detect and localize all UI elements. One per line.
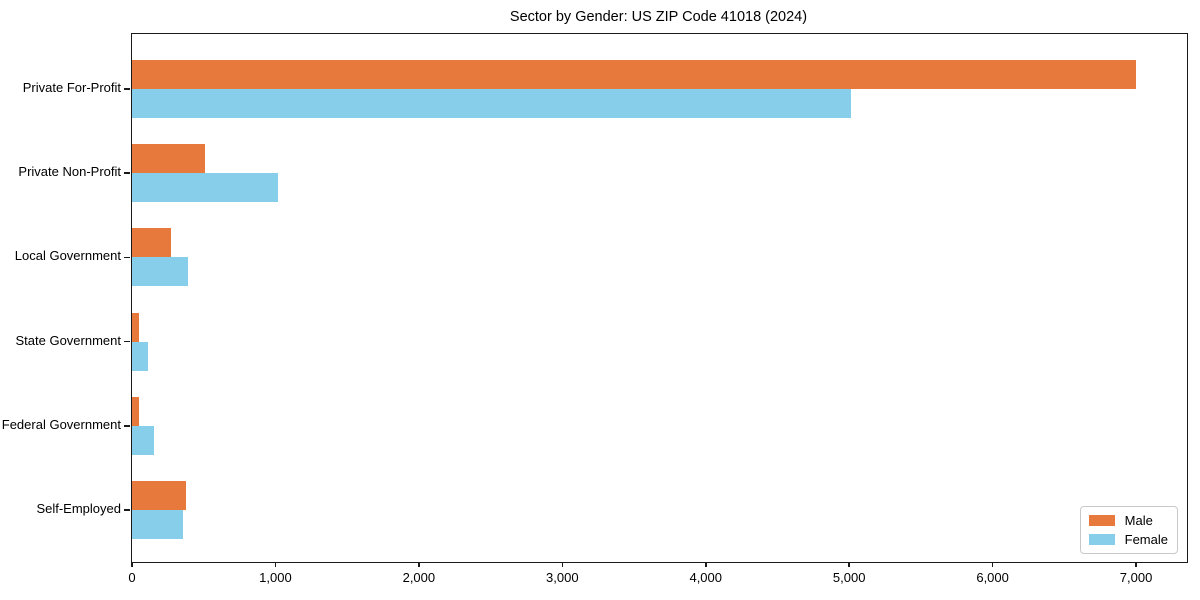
- legend-swatch-male: [1088, 515, 1115, 526]
- bar-female-federal-government: [132, 425, 155, 455]
- legend-item-male: Male: [1088, 513, 1168, 528]
- y-tick-state-government: [124, 340, 131, 343]
- y-tick-federal-government: [124, 425, 131, 427]
- x-tick-2000: [418, 562, 420, 567]
- bar-male-federal-government: [132, 396, 140, 426]
- legend-item-female: Female: [1088, 532, 1168, 547]
- x-tick-label-0: 0: [128, 570, 136, 585]
- y-label-private-for-profit: Private For-Profit: [22, 80, 121, 95]
- x-tick-label-4000: 4,000: [689, 570, 723, 585]
- y-tick-private-non-profit: [124, 172, 131, 174]
- chart-title: Sector by Gender: US ZIP Code 41018 (202…: [509, 9, 808, 25]
- x-tick-5000: [848, 562, 850, 567]
- x-tick-6000: [991, 562, 994, 567]
- bar-female-private-for-profit: [132, 89, 851, 118]
- y-label-local-government: Local Government: [14, 248, 121, 264]
- x-tick-label-1000: 1,000: [259, 570, 292, 585]
- y-label-self-employed: Self-Employed: [36, 501, 121, 516]
- bar-male-private-for-profit: [132, 60, 1137, 89]
- bar-female-state-government: [132, 341, 148, 371]
- legend: Male Female: [1079, 506, 1178, 554]
- y-tick-local-government: [124, 256, 131, 259]
- y-label-state-government: State Government: [15, 332, 122, 348]
- bar-female-self-employed: [132, 510, 183, 539]
- x-tick-label-2000: 2,000: [402, 570, 436, 585]
- x-tick-label-5000: 5,000: [832, 570, 866, 585]
- x-tick-3000: [561, 562, 564, 567]
- x-tick-label-3000: 3,000: [546, 570, 579, 585]
- bar-female-local-government: [132, 257, 188, 287]
- bar-female-private-non-profit: [132, 173, 279, 203]
- x-tick-0: [131, 562, 133, 567]
- x-tick-label-7000: 7,000: [1119, 570, 1153, 585]
- x-tick-4000: [704, 562, 707, 567]
- y-tick-private-for-profit: [124, 88, 131, 90]
- x-tick-1000: [274, 562, 277, 567]
- legend-label-female: Female: [1124, 532, 1168, 547]
- bar-male-local-government: [132, 228, 171, 258]
- y-tick-self-employed: [124, 509, 131, 511]
- legend-label-male: Male: [1124, 513, 1153, 528]
- y-label-private-non-profit: Private Non-Profit: [18, 164, 121, 180]
- x-tick-7000: [1135, 562, 1137, 567]
- plot-area: Male Female 0 1,000 2,000 3,000 4,000 5,000 6,0…: [124, 33, 1188, 585]
- legend-swatch-female: [1088, 534, 1115, 545]
- bar-male-state-government: [132, 312, 139, 342]
- y-label-federal-government: Federal Government: [1, 416, 121, 432]
- y-axis-label-gutter: Private For-Profit Private Non-Profit Loca…: [0, 33, 121, 561]
- x-tick-label-6000: 6,000: [976, 570, 1009, 585]
- bar-male-private-non-profit: [132, 144, 206, 174]
- bar-male-self-employed: [132, 481, 186, 510]
